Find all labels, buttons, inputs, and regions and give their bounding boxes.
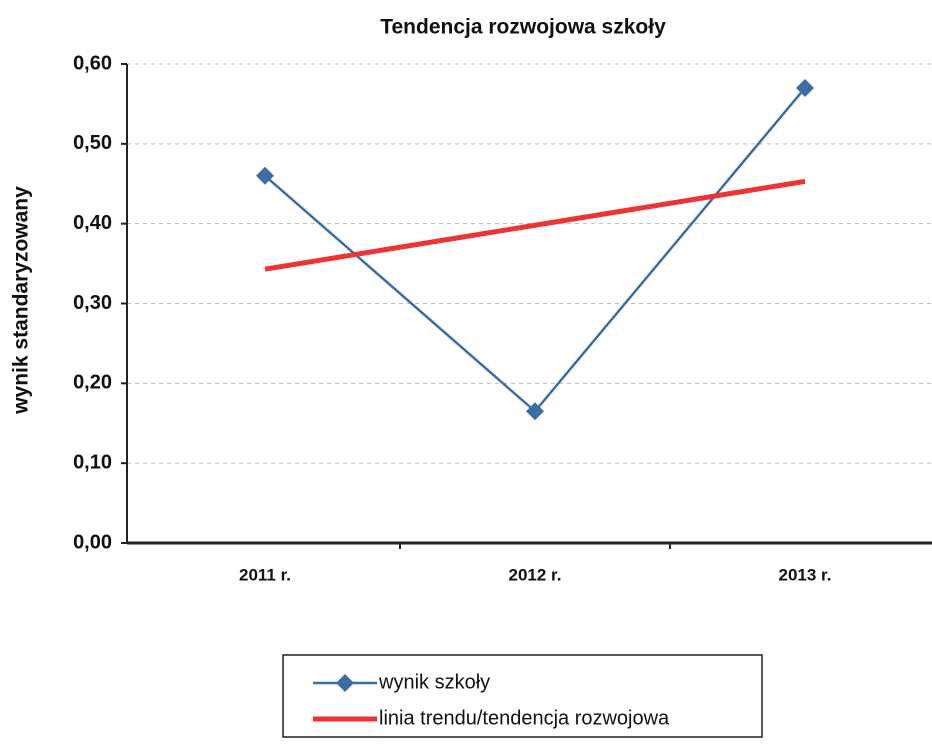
y-tick-label: 0,20 (73, 372, 112, 394)
chart-title: Tendencja rozwojowa szkoły (380, 16, 666, 39)
data-point (256, 166, 274, 185)
y-tick-label: 0,30 (73, 292, 112, 314)
x-tick-label: 2012 r. (509, 565, 562, 584)
series-line (264, 87, 806, 414)
legend-label: wynik szkoły (378, 671, 490, 693)
y-tick-label: 0,50 (73, 132, 112, 154)
y-tick-label: 0,40 (73, 212, 112, 234)
data-point (796, 78, 814, 97)
x-tick-label: 2011 r. (239, 565, 291, 584)
legend-box (282, 654, 763, 738)
x-tick-label: 2013 r. (779, 565, 832, 584)
y-tick-label: 0,10 (73, 451, 112, 473)
legend-label: linia trendu/tendencja rozwojowa (379, 707, 670, 729)
y-axis-label: wynik standaryzowany (10, 186, 33, 415)
y-tick-label: 0,60 (73, 52, 112, 74)
y-tick-label: 0,00 (73, 531, 112, 553)
legend-marker (336, 674, 354, 692)
series-line (264, 178, 806, 272)
data-point (526, 402, 544, 421)
